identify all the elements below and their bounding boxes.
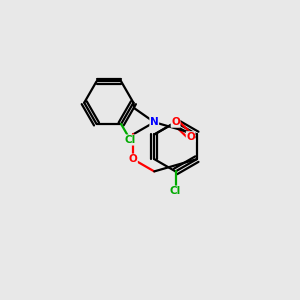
Text: N: N xyxy=(150,117,159,127)
Text: O: O xyxy=(186,132,195,142)
Text: Cl: Cl xyxy=(170,186,181,196)
Text: O: O xyxy=(129,154,137,164)
Text: Cl: Cl xyxy=(125,135,136,145)
Text: O: O xyxy=(171,117,180,127)
